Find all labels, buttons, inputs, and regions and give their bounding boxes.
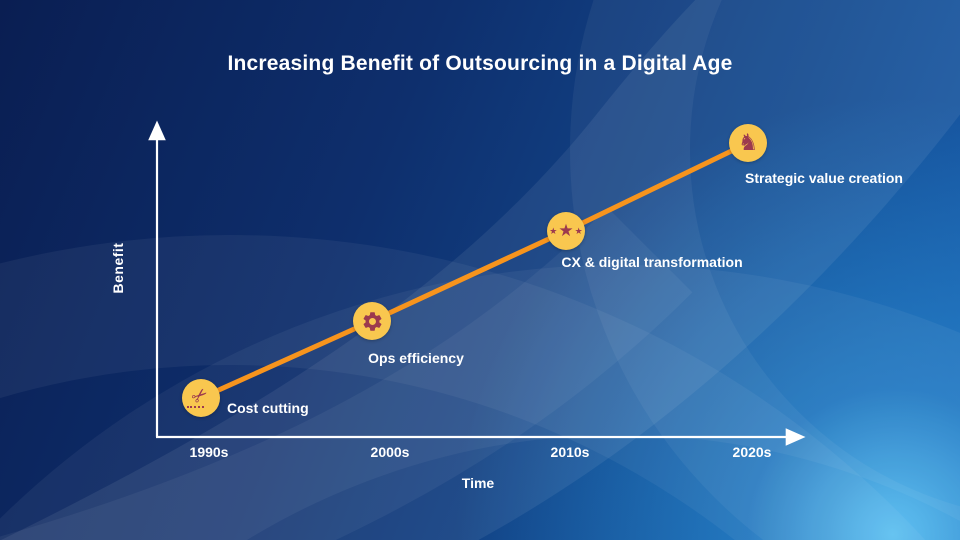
milestone-marker-ops-efficiency [353, 302, 391, 340]
x-tick-2000s: 2000s [370, 444, 410, 460]
chart-title: Increasing Benefit of Outsourcing in a D… [227, 52, 733, 75]
star-left-icon: ★ [549, 225, 558, 236]
dotted-cut-line [187, 406, 204, 408]
three-stars-icon: ★ ★ ★ [549, 222, 582, 241]
point-label-cx-digital: CX & digital transformation [561, 254, 743, 270]
chess-knight-icon: ♞ [737, 128, 759, 155]
point-label-strategic-value: Strategic value creation [745, 170, 903, 186]
x-tick-2020s: 2020s [732, 444, 772, 460]
scissors-icon: ✂ [187, 382, 214, 409]
x-tick-1990s: 1990s [189, 444, 229, 460]
gear-icon [363, 311, 381, 331]
star-center-icon: ★ [558, 220, 574, 240]
milestone-marker-cx-digital: ★ ★ ★ [547, 212, 585, 250]
point-label-cost-cutting: Cost cutting [227, 400, 309, 416]
star-right-icon: ★ [574, 225, 583, 236]
x-axis-title: Time [461, 475, 495, 491]
y-axis-title: Benefit [110, 242, 126, 294]
milestone-marker-strategic-value: ♞ [729, 124, 767, 162]
milestone-marker-cost-cutting: ✂ [182, 379, 220, 417]
x-tick-2010s: 2010s [550, 444, 590, 460]
point-label-ops-efficiency: Ops efficiency [368, 350, 464, 366]
trend-line [198, 140, 751, 401]
